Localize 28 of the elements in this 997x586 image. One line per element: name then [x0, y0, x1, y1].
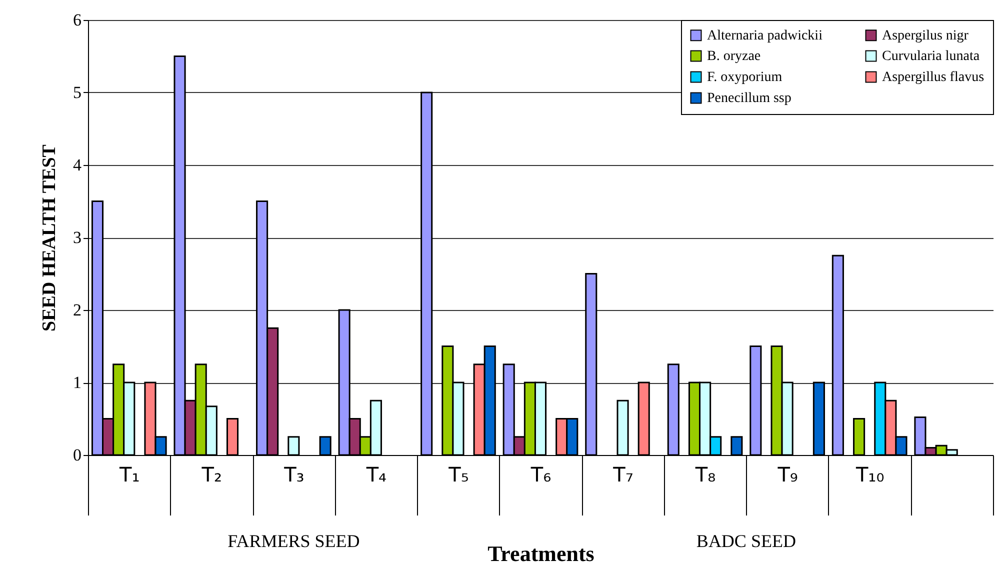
x-tick-label: T₃ [283, 462, 304, 486]
x-tick-label: T₈ [694, 462, 716, 486]
y-tick-label: 4 [73, 156, 82, 174]
x-tick-label: T₆ [530, 462, 552, 486]
legend-label: Aspergillus flavus [882, 70, 984, 85]
legend-label: Alternaria padwickii [707, 28, 823, 44]
y-tick-label: 5 [73, 83, 82, 102]
y-tick-label: 0 [73, 446, 82, 464]
x-tick-label: T₄ [365, 462, 387, 486]
x-tick-label: T₂ [200, 462, 222, 486]
legend-label: Aspergilus nigr [882, 28, 969, 44]
y-tick-label: 1 [73, 373, 82, 392]
x-tick-label: T₉ [776, 462, 798, 486]
legend-label: F. oxyporium [707, 70, 782, 85]
legend-label: B. oryzae [707, 49, 761, 64]
text: BADC SEED [696, 531, 796, 551]
text: FARMERS SEED [228, 531, 360, 551]
legend-label: Curvularia lunata [882, 49, 980, 64]
x-tick-label: T₁ [118, 462, 140, 486]
x-tick-label: T₁₀ [854, 462, 884, 486]
x-tick-label: T₅ [448, 462, 469, 486]
x-tick-label: T₇ [612, 462, 634, 486]
y-tick-label: 6 [73, 10, 82, 30]
legend-label: Penecillum ssp [707, 91, 792, 106]
y-tick-label: 3 [73, 228, 82, 247]
y-tick-label: 2 [73, 300, 82, 320]
y-axis-title: SEED HEALTH TEST [39, 144, 60, 332]
x-axis-title: Treatments [488, 541, 595, 566]
